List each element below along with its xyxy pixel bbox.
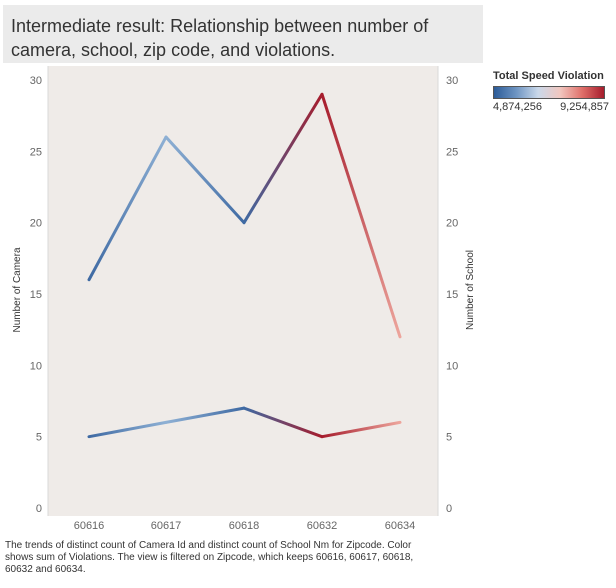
right-tick-label: 15: [446, 289, 458, 301]
left-tick-label: 10: [30, 360, 42, 372]
left-tick-label: 15: [30, 289, 42, 301]
left-tick-label: 5: [36, 432, 42, 444]
color-legend: Total Speed Violation 4,874,256 9,254,85…: [493, 70, 613, 113]
camera-line-segment[interactable]: [87, 135, 168, 282]
left-tick-label: 0: [36, 503, 42, 515]
school-line-segment[interactable]: [242, 406, 324, 439]
school-line-segment[interactable]: [87, 420, 168, 439]
left-tick-label: 20: [30, 218, 42, 230]
legend-title: Total Speed Violation: [493, 70, 604, 82]
left-axis-label: Number of Camera: [12, 247, 23, 332]
chart-title-box: Intermediate result: Relationship betwee…: [3, 5, 483, 63]
right-tick-label: 30: [446, 75, 458, 87]
x-tick-label: 60634: [385, 520, 416, 532]
left-tick-label: 30: [30, 75, 42, 87]
chart-title-line-1: Intermediate result: Relationship betwee…: [11, 16, 429, 36]
right-axis-label: Number of School: [465, 250, 476, 330]
right-tick-label: 25: [446, 146, 458, 158]
series-lines: [87, 92, 402, 439]
right-tick-label: 0: [446, 503, 452, 515]
legend-range-labels: 4,874,256 9,254,857: [493, 101, 609, 113]
school-line-segment[interactable]: [320, 420, 402, 439]
right-y-axis: 0 5 10 15 20 25 30: [446, 75, 458, 515]
x-axis: 60616 60617 60618 60632 60634: [74, 520, 416, 532]
x-tick-label: 60632: [307, 520, 338, 532]
chart-title-line-2: camera, school, zip code, and violations…: [11, 40, 336, 60]
plot-background: [48, 66, 438, 516]
left-y-axis: 0 5 10 15 20 25 30: [30, 75, 42, 515]
legend-min-label: 4,874,256: [493, 101, 542, 113]
chart-caption: The trends of distinct count of Camera I…: [5, 540, 414, 575]
right-tick-label: 20: [446, 218, 458, 230]
camera-line-segment[interactable]: [164, 135, 246, 225]
x-tick-label: 60617: [151, 520, 182, 532]
legend-max-label: 9,254,857: [560, 101, 609, 113]
school-line-segment[interactable]: [164, 406, 246, 424]
camera-line-segment[interactable]: [242, 92, 324, 225]
right-tick-label: 5: [446, 432, 452, 444]
x-tick-label: 60618: [229, 520, 260, 532]
camera-line-segment[interactable]: [320, 92, 402, 339]
left-tick-label: 25: [30, 146, 42, 158]
legend-color-ramp: [493, 86, 605, 99]
x-tick-label: 60616: [74, 520, 105, 532]
right-tick-label: 10: [446, 360, 458, 372]
